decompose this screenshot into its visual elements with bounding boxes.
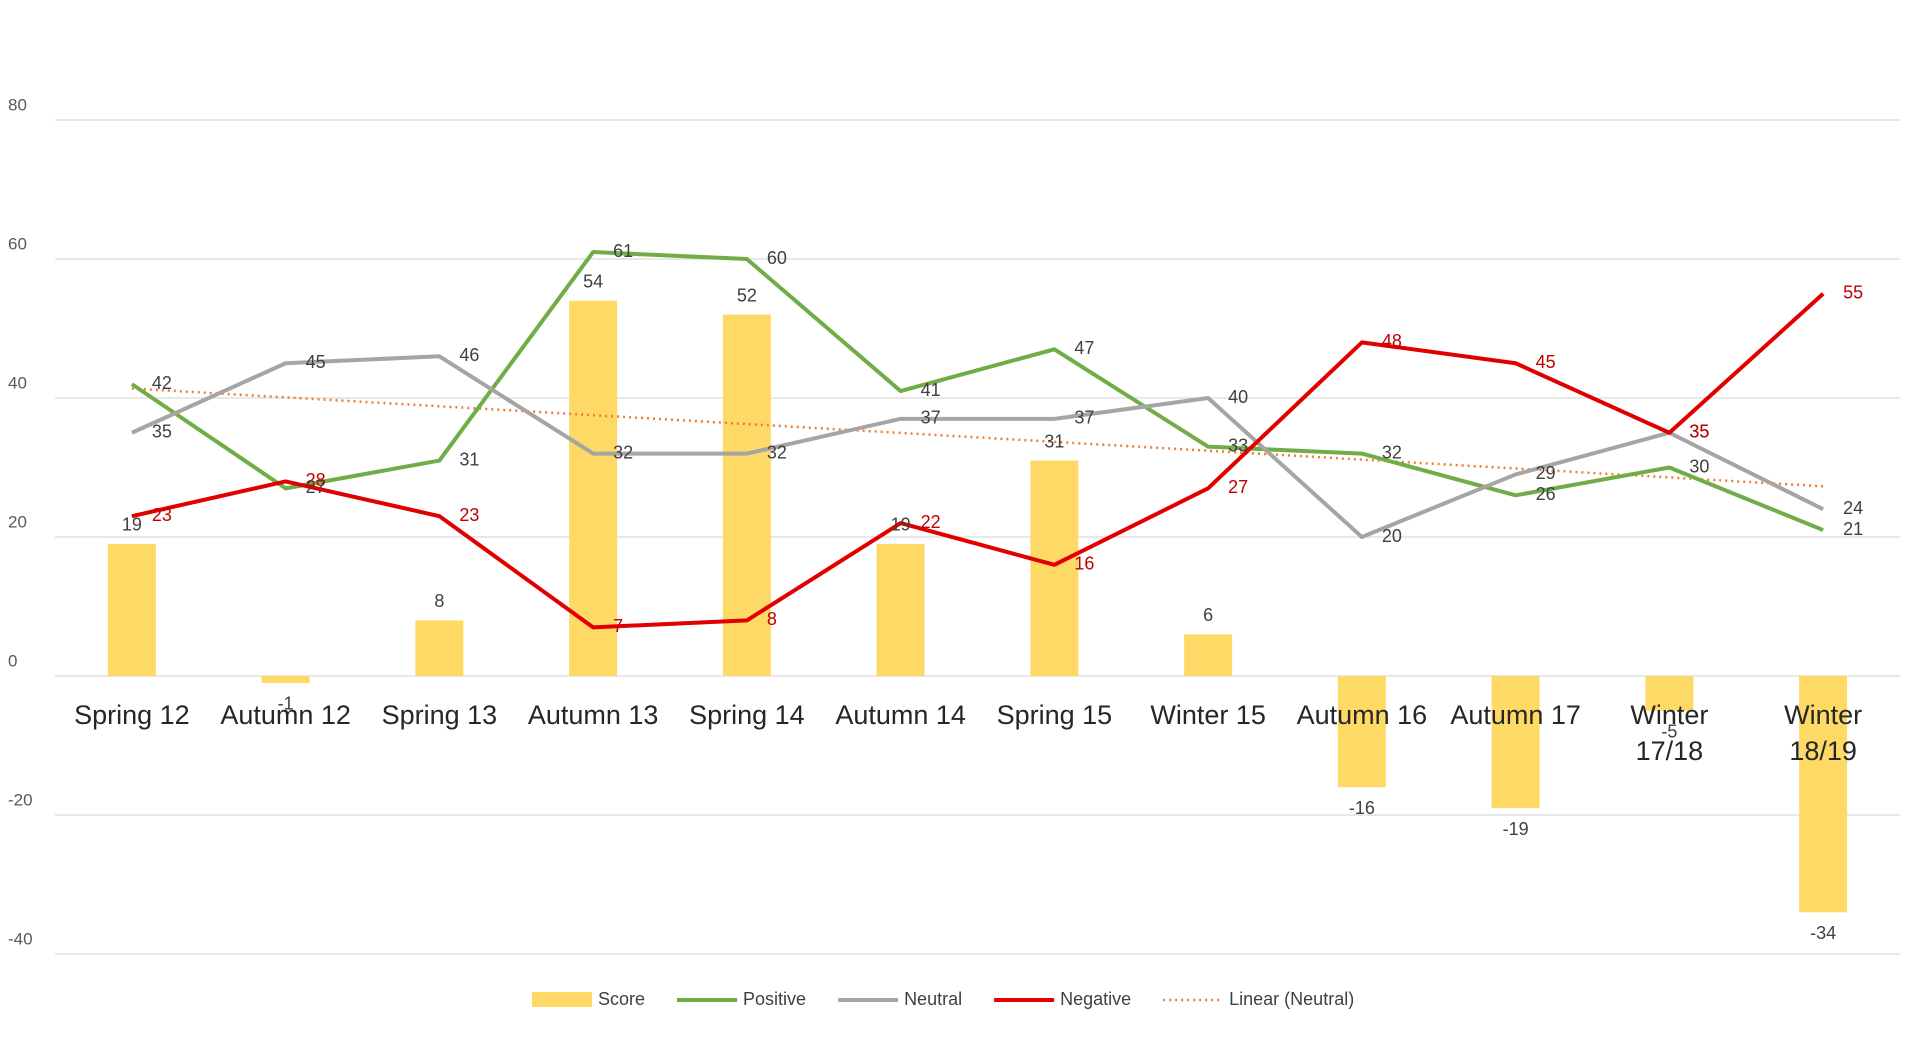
value-label: -5 bbox=[1661, 722, 1677, 742]
x-tick-label: Autumn 14 bbox=[835, 700, 966, 730]
value-label: 6 bbox=[1203, 605, 1213, 625]
y-tick-label: 80 bbox=[8, 95, 27, 114]
value-label: 23 bbox=[152, 505, 172, 525]
value-label: 7 bbox=[613, 616, 623, 636]
value-label: 27 bbox=[1228, 477, 1248, 497]
value-label: 37 bbox=[921, 408, 941, 428]
x-tick-label: Spring 14 bbox=[689, 700, 805, 730]
x-tick-label: Autumn 16 bbox=[1297, 700, 1428, 730]
x-tick-label: Winter 17/18 bbox=[1630, 700, 1708, 766]
bar bbox=[722, 314, 771, 676]
value-label: 47 bbox=[1074, 338, 1094, 358]
x-tick-label: Spring 15 bbox=[997, 700, 1113, 730]
value-label: 40 bbox=[1228, 387, 1248, 407]
value-label: 32 bbox=[767, 442, 787, 462]
value-label: 23 bbox=[459, 505, 479, 525]
legend-label: Linear (Neutral) bbox=[1229, 989, 1354, 1009]
legend-label: Positive bbox=[743, 989, 806, 1009]
value-label: 52 bbox=[737, 285, 757, 305]
value-label: 32 bbox=[613, 442, 633, 462]
value-label: 46 bbox=[459, 345, 479, 365]
line-series bbox=[130, 250, 1824, 532]
x-tick-label: Autumn 13 bbox=[528, 700, 659, 730]
value-label: 28 bbox=[306, 470, 326, 490]
bar bbox=[1030, 460, 1079, 676]
value-label: 24 bbox=[1843, 498, 1863, 518]
value-label: 60 bbox=[767, 248, 787, 268]
bar bbox=[261, 676, 310, 683]
value-label: 33 bbox=[1228, 435, 1248, 455]
line-series bbox=[131, 292, 1825, 630]
value-label: -34 bbox=[1810, 923, 1836, 943]
value-label: 8 bbox=[434, 591, 444, 611]
value-label: 31 bbox=[459, 449, 479, 469]
x-tick-label: Autumn 17 bbox=[1450, 700, 1581, 730]
bar bbox=[107, 543, 156, 676]
bar bbox=[1184, 634, 1233, 676]
value-label: -16 bbox=[1349, 798, 1375, 818]
value-label: 27 bbox=[306, 477, 326, 497]
value-label: 41 bbox=[921, 380, 941, 400]
value-label: 21 bbox=[1843, 519, 1863, 539]
trendline bbox=[131, 387, 1824, 488]
value-label: 42 bbox=[152, 373, 172, 393]
x-tick-label: Winter 15 bbox=[1150, 700, 1266, 730]
bar bbox=[876, 543, 925, 676]
y-tick-label: -40 bbox=[8, 929, 33, 948]
y-tick-label: 20 bbox=[8, 512, 27, 531]
value-label: 20 bbox=[1382, 526, 1402, 546]
value-label: 48 bbox=[1382, 331, 1402, 351]
value-label: -1 bbox=[278, 694, 294, 714]
y-tick-label: 60 bbox=[8, 234, 27, 253]
legend-label: Neutral bbox=[904, 989, 962, 1009]
value-label: 37 bbox=[1074, 408, 1094, 428]
value-label: 45 bbox=[1536, 352, 1556, 372]
x-tick-label: Autumn 12 bbox=[220, 700, 351, 730]
value-label: 19 bbox=[891, 515, 911, 535]
bar bbox=[1337, 676, 1386, 788]
bar bbox=[569, 300, 618, 676]
line-series bbox=[131, 354, 1825, 539]
value-label: 35 bbox=[152, 422, 172, 442]
y-tick-label: -20 bbox=[8, 790, 33, 809]
value-label: 35 bbox=[1689, 422, 1709, 442]
value-label: 61 bbox=[613, 241, 633, 261]
value-label: 26 bbox=[1536, 484, 1556, 504]
bar bbox=[415, 620, 464, 676]
value-label: 55 bbox=[1843, 283, 1863, 303]
value-label: 31 bbox=[1044, 431, 1064, 451]
x-tick-label: Winter 18/19 bbox=[1784, 700, 1862, 766]
value-label: 22 bbox=[921, 512, 941, 532]
value-label: 30 bbox=[1689, 456, 1709, 476]
value-label: 19 bbox=[122, 515, 142, 535]
value-label: 29 bbox=[1536, 463, 1556, 483]
value-label: 54 bbox=[583, 271, 603, 291]
value-label: 45 bbox=[306, 352, 326, 372]
value-label: 35 bbox=[1689, 422, 1709, 442]
x-tick-label: Spring 12 bbox=[74, 700, 190, 730]
value-label: -19 bbox=[1503, 819, 1529, 839]
bar bbox=[1645, 676, 1694, 711]
value-label: 8 bbox=[767, 609, 777, 629]
value-label: 16 bbox=[1074, 554, 1094, 574]
x-tick-label: Spring 13 bbox=[382, 700, 498, 730]
legend-label: Score bbox=[598, 989, 645, 1009]
bar bbox=[1799, 676, 1848, 913]
bar bbox=[1491, 676, 1540, 809]
legend-label: Negative bbox=[1060, 989, 1131, 1009]
legend-swatch bbox=[532, 992, 592, 1007]
y-tick-label: 0 bbox=[8, 651, 17, 670]
y-tick-label: 40 bbox=[8, 373, 27, 392]
value-label: 32 bbox=[1382, 442, 1402, 462]
